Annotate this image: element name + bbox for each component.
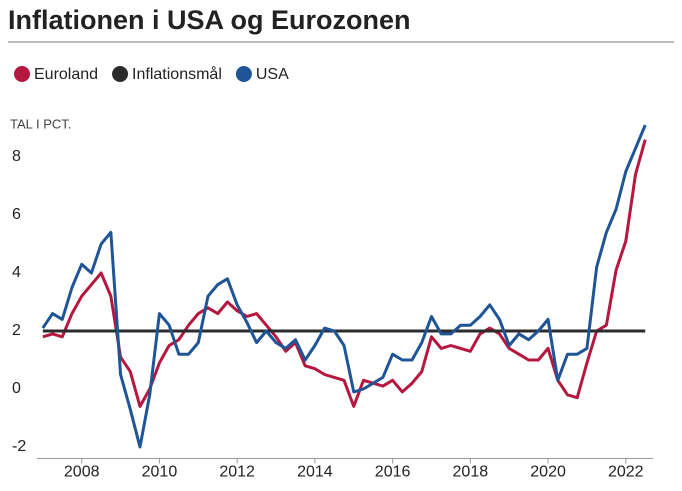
series-line [42,139,647,408]
legend-label: Inflationsmål [132,65,222,83]
y-tick-label: 8 [12,148,21,165]
legend-marker [14,66,30,82]
x-tick-label: 2012 [219,464,255,481]
y-tick-label: -2 [12,438,26,455]
y-tick-label: 6 [12,206,21,223]
legend-marker [112,66,129,82]
x-tick-label: 2008 [64,464,100,481]
x-tick-label: 2016 [375,464,411,481]
legend-label: USA [256,66,289,83]
legend-marker [235,66,252,82]
x-tick-label: 2010 [142,464,178,481]
x-tick-label: 2022 [608,464,644,481]
x-tick-label: 2014 [297,464,333,481]
chart-title: Inflationen i USA og Eurozonen [8,5,410,35]
y-tick-label: 4 [12,264,21,281]
y-tick-label: 0 [12,380,21,397]
x-tick-label: 2018 [453,464,489,481]
series-line [41,124,647,449]
legend-label: Euroland [34,66,98,83]
y-tick-label: 2 [12,322,21,339]
x-tick-label: 2020 [530,464,566,481]
y-axis-label: TAL I PCT. [10,116,71,131]
